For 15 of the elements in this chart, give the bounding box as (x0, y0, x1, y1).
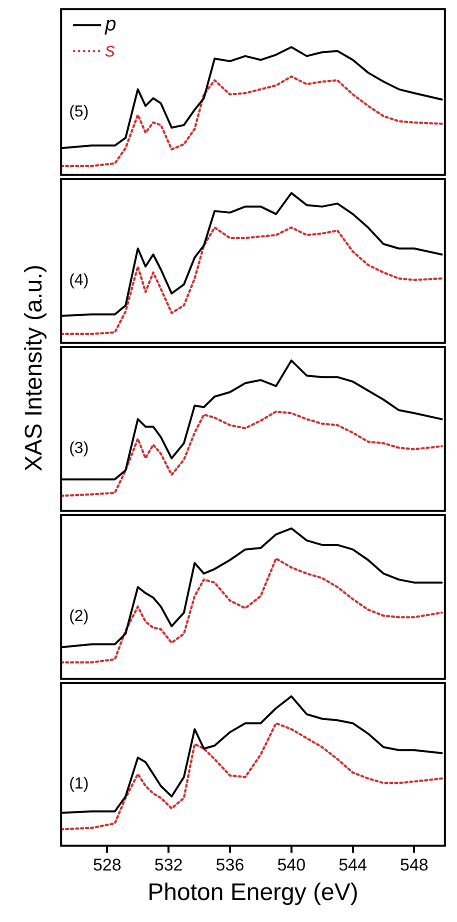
y-axis-title: XAS Intensity (a.u.) (20, 264, 48, 472)
annotation: (3) (69, 440, 89, 458)
annotation: (1) (69, 775, 89, 792)
annotation: (4) (69, 272, 89, 290)
x-tick-label: 548 (400, 856, 428, 875)
x-tick-label: 532 (154, 856, 183, 875)
x-tick-label: 536 (216, 856, 244, 875)
x-axis-title: Photon Energy (eV) (148, 879, 358, 906)
annotation: (2) (69, 608, 89, 626)
x-tick-label: 544 (338, 856, 367, 875)
x-tick-label: 528 (92, 856, 122, 875)
legend-label: p (104, 14, 116, 36)
annotation: (5) (69, 103, 89, 120)
x-tick-label: 540 (277, 856, 306, 875)
legend-label: s (105, 40, 116, 62)
